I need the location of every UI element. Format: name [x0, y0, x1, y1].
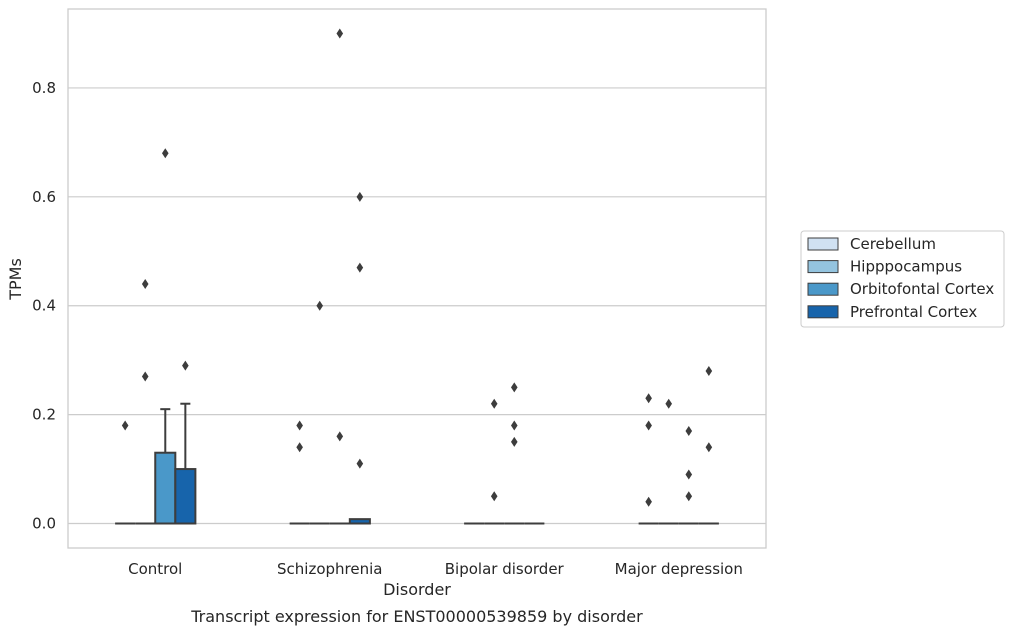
- outlier-point: [356, 458, 364, 469]
- outlier-point: [356, 262, 364, 273]
- y-tick-label: 0.6: [32, 188, 56, 206]
- y-tick-label: 0.8: [32, 79, 56, 97]
- x-tick-label: Bipolar disorder: [445, 560, 565, 578]
- legend-label: Cerebellum: [850, 235, 936, 253]
- outlier-point: [685, 425, 693, 436]
- outlier-point: [490, 491, 498, 502]
- outlier-point: [296, 420, 303, 431]
- outlier-point: [645, 496, 652, 507]
- legend-swatch: [807, 305, 839, 319]
- legend-label: Prefrontal Cortex: [850, 303, 977, 321]
- outlier-point: [665, 398, 673, 409]
- y-tick-label: 0.4: [32, 297, 56, 315]
- box-body: [154, 451, 177, 525]
- outlier-point: [645, 420, 652, 431]
- x-tick-label: Major depression: [615, 560, 743, 578]
- outlier-point: [121, 420, 129, 431]
- legend-swatch: [807, 237, 839, 251]
- box-prefrontal-cortex: [174, 402, 197, 525]
- x-axis-label: Disorder: [383, 580, 451, 599]
- outlier-point: [356, 191, 364, 202]
- outlier-point: [510, 382, 518, 393]
- outlier-point: [141, 278, 149, 289]
- x-tick-labels: Control Schizophrenia Bipolar disorder Majo…: [128, 560, 743, 578]
- y-tick-labels: 0.0 0.2 0.4 0.6 0.8: [32, 79, 56, 533]
- outlier-point: [685, 491, 693, 502]
- legend-swatch: [807, 260, 839, 274]
- y-axis-label: TPMs: [6, 258, 25, 301]
- outlier-point: [141, 371, 149, 382]
- legend-frame: [800, 230, 1005, 328]
- box-orbitofontal-cortex: [154, 408, 177, 525]
- outlier-point: [336, 431, 344, 442]
- outlier-point: [705, 366, 713, 377]
- outlier-point: [685, 469, 693, 480]
- outlier-point: [161, 148, 169, 159]
- y-tick-label: 0.0: [32, 515, 56, 533]
- y-tick-label: 0.2: [32, 406, 56, 424]
- outlier-point: [705, 442, 713, 453]
- outlier-point: [510, 420, 518, 431]
- outlier-point: [182, 360, 189, 371]
- outlier-point: [490, 398, 498, 409]
- legend: Cerebellum Hipppocampus Orbitofontal Corte…: [800, 230, 1005, 328]
- outlier-point: [510, 436, 518, 447]
- legend-label: Orbitofontal Cortex: [850, 280, 994, 298]
- outlier-point: [316, 300, 324, 311]
- outlier-point: [296, 442, 303, 453]
- chart-caption: Transcript expression for ENST0000053985…: [190, 607, 643, 626]
- outlier-point: [336, 28, 344, 39]
- boxes: [115, 402, 719, 525]
- x-tick-label: Schizophrenia: [277, 560, 382, 578]
- box-prefrontal-cortex: [348, 518, 371, 525]
- outliers: [121, 28, 713, 507]
- box-body: [174, 468, 197, 525]
- x-tick-label: Control: [128, 560, 182, 578]
- plot-frame: [67, 8, 767, 549]
- legend-label: Hipppocampus: [850, 258, 962, 276]
- outlier-point: [645, 393, 652, 404]
- legend-swatch: [807, 282, 839, 296]
